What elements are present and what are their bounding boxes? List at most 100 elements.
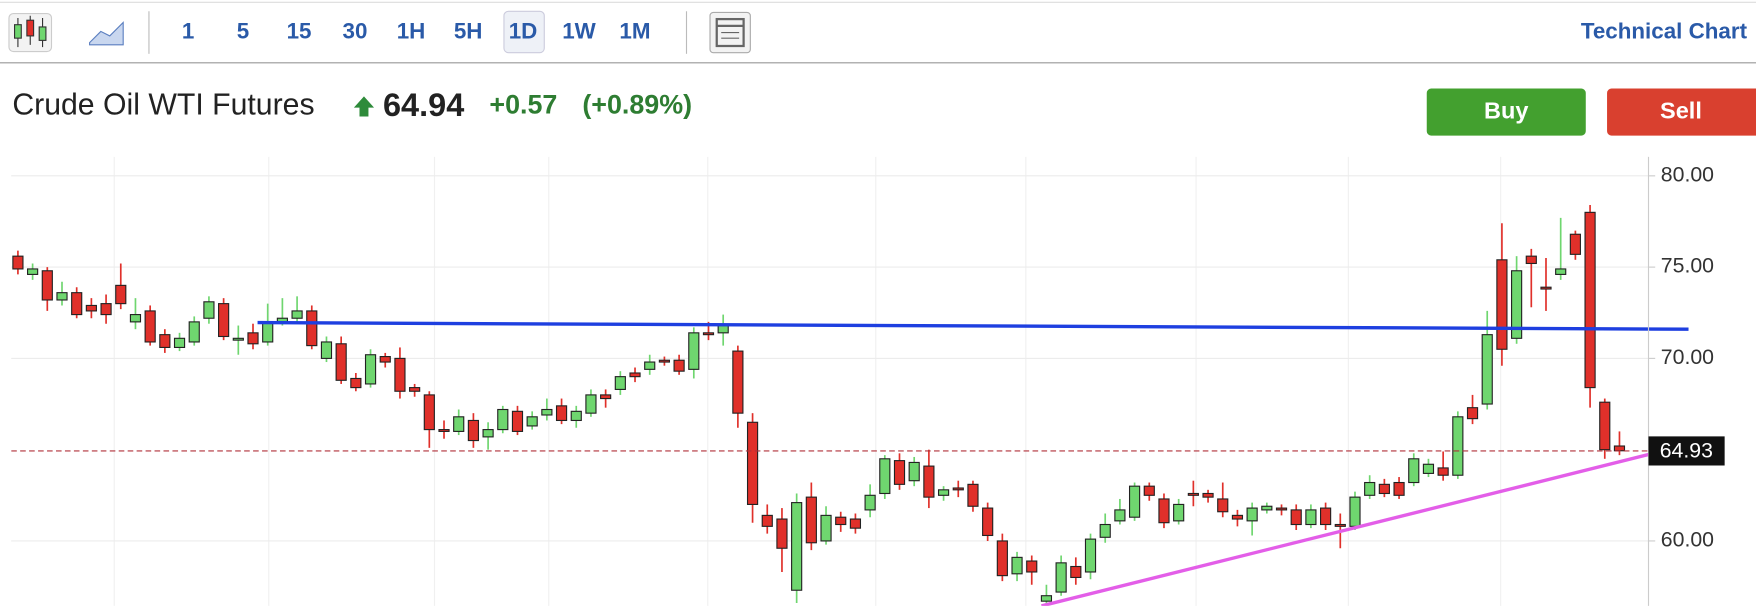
candle-body <box>585 394 597 414</box>
candle-body <box>1334 523 1346 527</box>
candle-body <box>1055 562 1067 593</box>
y-tick-label: 70.00 <box>1661 345 1714 369</box>
candle-body <box>1070 565 1082 579</box>
toolbar-title[interactable]: Technical Chart <box>1581 18 1748 43</box>
candle-body <box>1540 286 1552 290</box>
up-arrow <box>353 96 375 117</box>
interval-button[interactable]: 1 <box>182 18 194 43</box>
sell-label[interactable]: Sell <box>1660 97 1702 123</box>
candle-body <box>1084 538 1097 573</box>
candle-body <box>511 410 524 432</box>
interval-button[interactable]: 1D <box>509 18 538 43</box>
candle-body <box>1364 481 1376 496</box>
candle-body <box>1393 481 1405 496</box>
candle-body <box>893 460 906 485</box>
buy-label[interactable]: Buy <box>1484 97 1528 123</box>
candle-body <box>1114 509 1126 522</box>
candle-body <box>1466 407 1479 420</box>
candle-body <box>1378 483 1390 495</box>
candle-body <box>644 361 656 370</box>
candle-body <box>71 292 83 316</box>
candle-body <box>350 377 362 389</box>
interval-button[interactable]: 1W <box>562 18 596 43</box>
candle-body <box>1099 523 1111 538</box>
candle-body <box>1452 416 1464 476</box>
candle-body <box>394 357 406 392</box>
change-percent: (+0.89%) <box>582 90 692 120</box>
sell-button[interactable]: Sell <box>1607 88 1756 136</box>
interval-button[interactable]: 15 <box>287 18 312 43</box>
candle-body <box>982 507 994 537</box>
candle-body <box>952 487 964 491</box>
candle-body <box>1584 211 1596 389</box>
candle-body <box>849 518 862 529</box>
price-tag-label: 64.93 <box>1660 439 1713 463</box>
candle-body <box>1422 463 1435 474</box>
candle-body <box>115 284 127 305</box>
candle-body <box>262 321 274 343</box>
candle-body <box>629 372 641 378</box>
candle-body <box>658 359 671 363</box>
candle-body <box>555 405 568 422</box>
change: +0.57 <box>489 90 557 120</box>
candle-body <box>1275 507 1288 511</box>
candle-body <box>85 304 97 312</box>
candle-body <box>908 461 920 482</box>
active-interval-box <box>503 10 545 54</box>
candle-body <box>820 514 832 542</box>
trendline <box>257 320 1689 331</box>
candle-body <box>1128 485 1141 518</box>
interval-button[interactable]: 5 <box>237 18 249 43</box>
candle-body <box>56 292 68 301</box>
candle-body <box>1496 259 1508 350</box>
candle-body <box>1011 556 1023 575</box>
area-icon[interactable] <box>89 21 124 46</box>
candle-body <box>1231 514 1244 520</box>
candle-body <box>864 494 876 511</box>
interval-button[interactable]: 1H <box>397 18 426 43</box>
candle-body <box>1305 509 1317 526</box>
candle-body <box>1261 505 1273 511</box>
candle-body <box>482 429 494 438</box>
candle-body <box>1202 492 1214 498</box>
candle-body <box>879 458 891 495</box>
interval-button[interactable]: 5H <box>454 18 483 43</box>
candle-body <box>1158 498 1170 524</box>
candle-body <box>1290 509 1302 526</box>
candle-body <box>423 394 435 431</box>
instrument-name: Crude Oil WTI Futures <box>12 88 314 121</box>
candle-body <box>144 310 156 343</box>
candle-body <box>12 255 24 270</box>
candle-body <box>27 268 39 275</box>
candle-body <box>438 429 450 432</box>
candle-body <box>1437 467 1449 476</box>
interval-button[interactable]: 30 <box>343 18 368 43</box>
candle-body <box>937 489 950 496</box>
candle-icon[interactable] <box>8 12 53 53</box>
y-tick-label: 80.00 <box>1661 162 1714 186</box>
candle-body <box>673 359 685 372</box>
candle-body <box>291 310 303 319</box>
candle-body <box>761 514 773 527</box>
candle-body <box>409 387 421 392</box>
price: 64.94 <box>383 87 464 123</box>
price-tag <box>1648 436 1725 466</box>
candle-body <box>1187 492 1199 496</box>
candle-body <box>203 301 215 319</box>
candle-body <box>1613 445 1626 452</box>
buy-button[interactable]: Buy <box>1426 88 1586 136</box>
candle-body <box>1217 498 1229 513</box>
candle-body <box>173 337 186 348</box>
candle-body <box>967 483 979 507</box>
candle-body <box>570 410 582 422</box>
candle-body <box>1481 334 1493 405</box>
trendline <box>1041 444 1684 606</box>
layout-icon[interactable] <box>709 11 751 54</box>
y-tick-label: 75.00 <box>1661 254 1714 278</box>
interval-button[interactable]: 1M <box>619 18 650 43</box>
candle-body <box>335 343 347 381</box>
candle-body <box>541 408 553 416</box>
candle-body <box>996 540 1008 577</box>
candle-body <box>1173 503 1185 522</box>
